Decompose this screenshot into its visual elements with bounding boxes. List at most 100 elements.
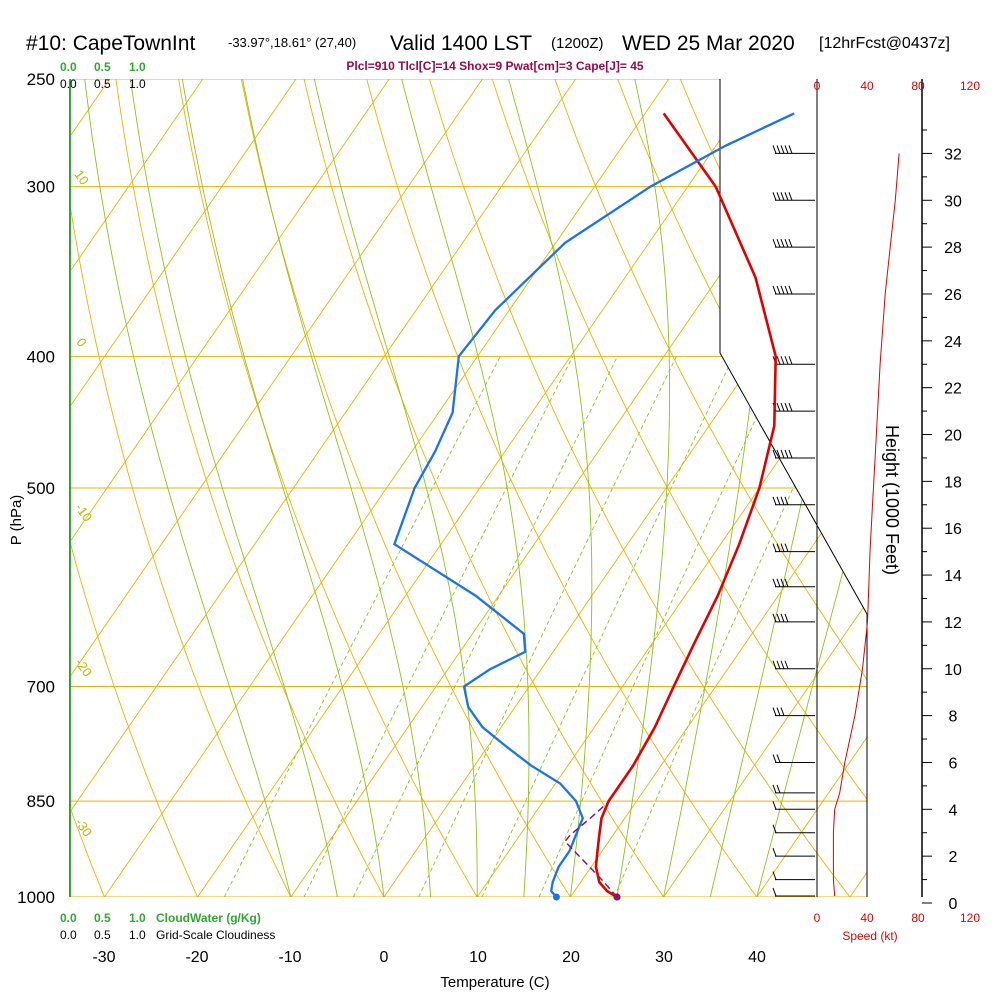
moist-adiabat xyxy=(313,79,478,897)
moist-adiabat xyxy=(130,79,338,897)
wind-barb-feather xyxy=(788,238,793,248)
wind-barb-feather xyxy=(780,707,785,716)
wind-barb-feather xyxy=(772,496,777,505)
height-tick-label: 12 xyxy=(944,615,962,632)
wind-barb-feather xyxy=(780,496,785,505)
wind-barb-feather xyxy=(780,660,785,669)
height-tick-label: 24 xyxy=(944,334,962,351)
parcel-trace xyxy=(563,800,618,898)
wind-barb-feather xyxy=(780,238,785,248)
station-coords: -33.97°,18.61° (27,40) xyxy=(228,35,356,50)
dry-adiabat xyxy=(303,79,664,897)
wind-barb-feather xyxy=(784,496,789,505)
pressure-tick-label: 1000 xyxy=(17,888,55,907)
speed-tick-top-1: 40 xyxy=(860,79,874,93)
isotherm-line xyxy=(70,79,483,897)
pressure-tick-label: 700 xyxy=(27,678,55,697)
mixing-ratio-line xyxy=(481,356,734,897)
theta-edge-label: -10 xyxy=(72,500,95,524)
wind-barb-feather xyxy=(776,707,781,716)
temperature-trace xyxy=(594,112,778,899)
wind-barb-feather xyxy=(776,613,781,623)
height-tick-label: 22 xyxy=(944,381,962,398)
mixing-ratio-line xyxy=(418,356,677,897)
moist-adiabat xyxy=(508,79,593,897)
x-tick-label: 40 xyxy=(748,949,766,966)
speed-tick-bottom-2: 80 xyxy=(911,911,925,925)
cloudwater-tick-0: 0.0 xyxy=(60,60,77,74)
mixing-ratio-label: 2 xyxy=(300,905,316,920)
cloudwater-tick-bottom-2: 1.0 xyxy=(129,911,146,925)
wind-barb-feather xyxy=(772,784,777,794)
dewpoint-trace xyxy=(393,112,795,898)
wind-barb-feather xyxy=(772,887,777,897)
wind-barb-feather xyxy=(788,145,793,154)
theta-edge-label: 0 xyxy=(73,335,89,350)
wind-barb-feather xyxy=(788,402,793,412)
wind-barb-feather xyxy=(776,784,781,794)
wind-barb-feather xyxy=(784,356,789,365)
wind-barb-feather xyxy=(776,192,781,201)
wind-speed-profile xyxy=(832,153,900,897)
moist-adiabat xyxy=(616,79,671,897)
wind-barb-feather xyxy=(772,754,777,763)
wind-barb-feather xyxy=(772,707,777,716)
wind-barb-feather xyxy=(776,660,781,669)
dry-adiabat xyxy=(240,79,571,897)
dewpoint-trace-surface-point xyxy=(552,893,560,901)
wind-barb-feather xyxy=(780,285,785,295)
zulu-time: (1200Z) xyxy=(551,35,604,52)
dry-adiabat-label: 30 xyxy=(834,541,862,569)
height-tick-label: 18 xyxy=(944,474,962,491)
isotherm-line xyxy=(70,79,390,897)
pressure-tick-label: 850 xyxy=(27,792,55,811)
wind-barb-feather xyxy=(784,660,789,669)
wind-barb-feather xyxy=(772,801,777,810)
wind-barb-feather xyxy=(772,871,777,880)
wind-barb-feather xyxy=(776,238,781,248)
x-tick-label: 0 xyxy=(380,949,389,966)
moist-adiabat xyxy=(756,79,867,897)
isotherm-line xyxy=(70,79,576,897)
cloudiness-tick-bottom-0: 0.0 xyxy=(60,928,77,942)
isotherm-line xyxy=(70,79,204,897)
height-tick-label: 26 xyxy=(944,287,962,304)
pressure-tick-label: 500 xyxy=(27,479,55,498)
height-tick-label: 32 xyxy=(944,146,962,163)
wind-barb-feather xyxy=(780,613,785,623)
wind-barb-feather xyxy=(776,356,781,365)
pressure-tick-label: 250 xyxy=(27,70,55,89)
wind-barb-feather xyxy=(788,449,793,459)
isotherm-line xyxy=(756,79,867,897)
parcel-trace-surface-point xyxy=(613,893,621,901)
x-tick-label: -30 xyxy=(92,949,115,966)
forecast-run: [12hrFcst@0437z] xyxy=(819,35,950,52)
plot-frame xyxy=(69,79,923,897)
wind-barb-feather xyxy=(776,402,781,412)
wind-barb-feather xyxy=(776,578,781,587)
cloudiness-tick-bottom-1: 0.5 xyxy=(94,928,111,942)
mixing-ratio-line xyxy=(223,356,501,897)
moist-adiabat xyxy=(84,79,292,897)
wind-barb-feather xyxy=(772,192,777,201)
wind-barb-feather xyxy=(772,613,777,623)
wind-barb-feather xyxy=(784,145,789,154)
dry-adiabat xyxy=(70,79,292,897)
sounding-traces xyxy=(393,112,795,901)
pressure-tick-label: 300 xyxy=(27,178,55,197)
mixing-ratio-label: 5 xyxy=(416,905,432,920)
mixing-ratio-line xyxy=(352,356,618,897)
cloudiness-tick-1: 0.5 xyxy=(94,77,111,91)
wind-barb-feather xyxy=(780,192,785,201)
cloud-scale: 0.0 0.5 1.0 0.0 0.5 1.0 0.0 0.5 1.0 Clou… xyxy=(60,60,275,942)
wind-barb-feather xyxy=(776,496,781,505)
x-tick-label: 30 xyxy=(655,949,673,966)
y-axis-title: P (hPa) xyxy=(8,495,25,546)
wind-barb-feather xyxy=(776,754,781,763)
height-tick-label: 28 xyxy=(944,240,962,257)
speed-scale: 0 40 80 120 0 40 80 120 Speed (kt) xyxy=(814,79,981,943)
height-axis-title: Height (1000 Feet) xyxy=(882,425,902,575)
speed-tick-top-3: 120 xyxy=(960,79,980,93)
